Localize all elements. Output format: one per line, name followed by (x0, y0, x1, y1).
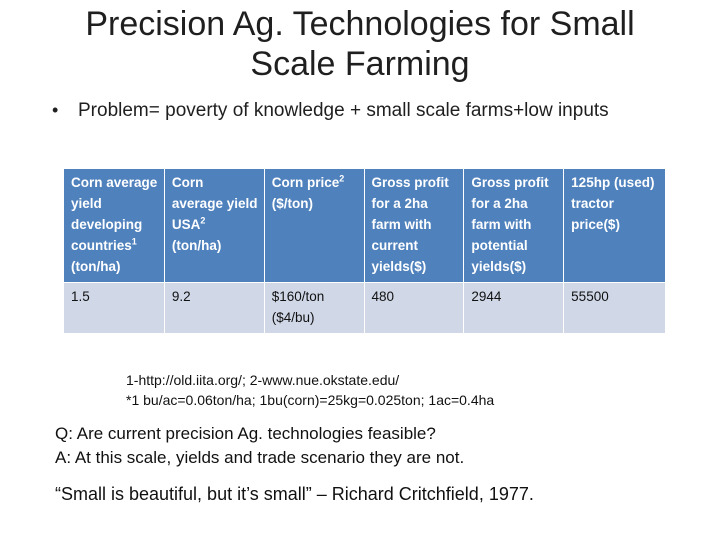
header-gross-profit-current: Gross profit for a 2ha farm with current… (363, 168, 465, 283)
table-row: 1.5 9.2 $160/ton ($4/bu) 480 2944 55500 (63, 282, 666, 334)
cell-tractor-price: 55500 (563, 282, 666, 334)
bullet-icon: • (52, 100, 59, 120)
yield-price-table: Corn average yield developing countries1… (63, 168, 666, 334)
header-developing-yield: Corn average yield developing countries1… (63, 168, 165, 283)
slide-title-line-1: Precision Ag. Technologies for Small (85, 5, 635, 43)
cell-gross-profit-potential: 2944 (463, 282, 565, 334)
cell-gross-profit-current: 480 (363, 282, 465, 334)
problem-bullet: • Problem= poverty of knowledge + small … (52, 98, 672, 123)
footnotes: 1-http://old.iita.org/; 2-www.nue.okstat… (126, 370, 646, 410)
answer-text: A: At this scale, yields and trade scena… (55, 448, 465, 467)
cell-developing-yield: 1.5 (63, 282, 165, 334)
header-tractor-price: 125hp (used) tractor price($) (563, 168, 666, 283)
slide-title: Precision Ag. Technologies for Small Sca… (30, 4, 690, 84)
question-text: Q: Are current precision Ag. technologie… (55, 424, 436, 443)
slide-title-line-2: Scale Farming (250, 45, 470, 83)
header-gross-profit-potential: Gross profit for a 2ha farm with potenti… (463, 168, 565, 283)
footnote-sources: 1-http://old.iita.org/; 2-www.nue.okstat… (126, 372, 400, 388)
cell-usa-yield: 9.2 (163, 282, 265, 334)
footnote-conversions: *1 bu/ac=0.06ton/ha; 1bu(corn)=25kg=0.02… (126, 392, 495, 408)
closing-quote: “Small is beautiful, but it’s small” – R… (55, 484, 534, 504)
table-header-row: Corn average yield developing countries1… (63, 168, 666, 283)
header-usa-yield: Corn average yield USA2 (ton/ha) (163, 168, 265, 283)
problem-text: Problem= poverty of knowledge + small sc… (78, 100, 609, 121)
cell-corn-price: $160/ton ($4/bu) (263, 282, 365, 334)
header-corn-price: Corn price2 ($/ton) (263, 168, 365, 283)
question-answer: Q: Are current precision Ag. technologie… (55, 422, 695, 470)
